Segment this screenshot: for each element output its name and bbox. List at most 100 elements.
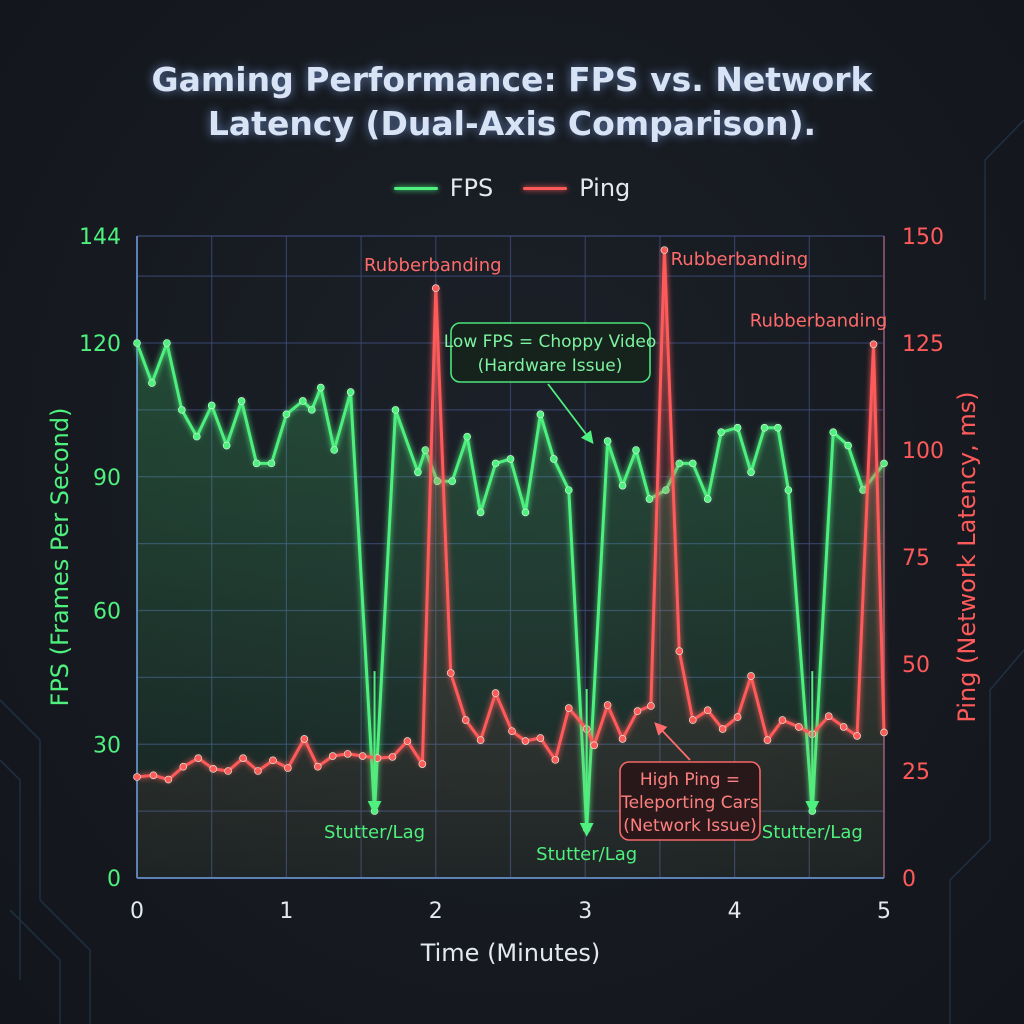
y-right-tick-label: 125 <box>902 332 944 357</box>
rubberbanding-label: Rubberbanding <box>364 255 502 276</box>
data-point-fps <box>491 459 500 468</box>
data-point-fps <box>252 459 261 468</box>
data-point-fps <box>536 410 545 419</box>
data-point-ping <box>551 756 560 764</box>
y-right-tick-label: 25 <box>902 760 930 785</box>
data-point-fps <box>506 455 515 463</box>
data-point-ping <box>590 741 598 750</box>
data-point-ping <box>795 723 803 731</box>
data-point-fps <box>859 486 867 494</box>
x-axis-label: Time (Minutes) <box>420 939 601 967</box>
data-point-ping <box>733 713 742 721</box>
data-point-ping <box>431 284 440 293</box>
series-area-ping <box>137 250 884 879</box>
data-point-ping <box>839 723 848 731</box>
high-ping-annotation-box <box>619 761 761 841</box>
data-point-fps <box>760 423 769 432</box>
data-point-ping <box>358 752 367 760</box>
data-point-ping <box>254 767 262 775</box>
high-ping-arrow <box>654 722 691 761</box>
data-point-ping <box>521 737 530 745</box>
data-point-fps <box>307 406 316 414</box>
data-point-ping <box>343 750 352 758</box>
data-point-ping <box>880 728 888 737</box>
y-left-tick-label: 60 <box>93 600 121 625</box>
y-left-tick-label: 90 <box>93 466 121 491</box>
data-point-fps <box>316 383 325 392</box>
circuit-trace <box>0 759 21 980</box>
data-point-fps <box>448 477 457 486</box>
data-point-fps <box>163 339 171 347</box>
high-ping-annotation-text: (Network Issue) <box>623 816 757 836</box>
y-left-axis-label: FPS (Frames Per Second) <box>46 408 74 707</box>
data-point-ping <box>718 725 727 733</box>
circuit-trace <box>984 119 1024 300</box>
data-point-fps <box>133 339 141 347</box>
y-right-axis-label: Ping (Network Latency, ms) <box>953 391 981 722</box>
data-point-fps <box>346 388 355 396</box>
x-tick-label: 5 <box>877 899 891 924</box>
data-point-ping <box>633 707 642 715</box>
y-right-tick-label: 100 <box>902 439 944 464</box>
x-tick-label: 4 <box>728 899 742 924</box>
data-point-fps <box>844 441 852 450</box>
data-point-ping <box>778 716 787 724</box>
data-point-ping <box>461 716 470 724</box>
data-point-ping <box>660 246 669 254</box>
data-point-ping <box>853 732 861 740</box>
rubberbanding-label: Rubberbanding <box>671 249 809 270</box>
data-point-fps <box>267 459 276 468</box>
data-point-ping <box>647 702 655 710</box>
data-point-ping <box>491 689 500 697</box>
data-point-fps <box>521 508 530 517</box>
high-ping-annotation-text: Teleporting Cars <box>620 793 759 813</box>
data-point-fps <box>747 468 755 477</box>
x-tick-label: 3 <box>578 899 592 924</box>
data-point-ping <box>403 737 412 745</box>
data-point-ping <box>300 735 309 743</box>
data-point-fps <box>391 406 400 414</box>
data-point-ping <box>149 771 158 780</box>
data-point-fps <box>550 455 558 463</box>
x-tick-label: 1 <box>279 899 293 924</box>
stutter-label: Stutter/Lag <box>324 822 425 843</box>
y-left-tick-label: 120 <box>79 332 121 357</box>
data-point-fps <box>282 410 291 419</box>
data-point-fps <box>299 397 307 405</box>
data-point-ping <box>869 340 878 349</box>
low-fps-annotation-text: (Hardware Issue) <box>478 356 623 376</box>
data-point-ping <box>284 764 292 772</box>
data-point-fps <box>784 486 793 494</box>
data-point-ping <box>179 762 188 771</box>
data-point-fps <box>564 486 573 494</box>
y-right-tick-label: 50 <box>902 653 930 678</box>
data-point-fps <box>717 428 725 436</box>
data-point-fps <box>178 406 186 414</box>
x-tick-label: 2 <box>429 899 443 924</box>
data-point-ping <box>603 701 612 709</box>
data-point-fps <box>192 432 201 441</box>
data-point-ping <box>703 706 712 715</box>
data-point-ping <box>239 754 247 762</box>
data-point-fps <box>829 428 838 436</box>
data-point-ping <box>536 734 545 742</box>
data-point-ping <box>763 736 772 744</box>
data-point-fps <box>603 437 612 445</box>
data-point-ping <box>747 672 755 680</box>
data-point-ping <box>224 767 232 775</box>
chart-title-text: Gaming Performance: FPS vs. Network Late… <box>151 60 873 143</box>
data-point-ping <box>564 704 573 712</box>
data-point-ping <box>476 736 485 744</box>
data-point-fps <box>774 423 782 432</box>
legend-swatch-fps <box>393 186 438 190</box>
data-point-ping <box>328 752 337 760</box>
y-right-tick-label: 75 <box>902 546 930 571</box>
series-line-ping <box>136 248 886 782</box>
data-point-ping <box>313 762 322 771</box>
circuit-trace <box>0 699 91 1024</box>
low-fps-annotation-box <box>450 322 651 383</box>
legend-swatch-ping <box>523 186 568 190</box>
data-point-fps <box>733 423 742 432</box>
